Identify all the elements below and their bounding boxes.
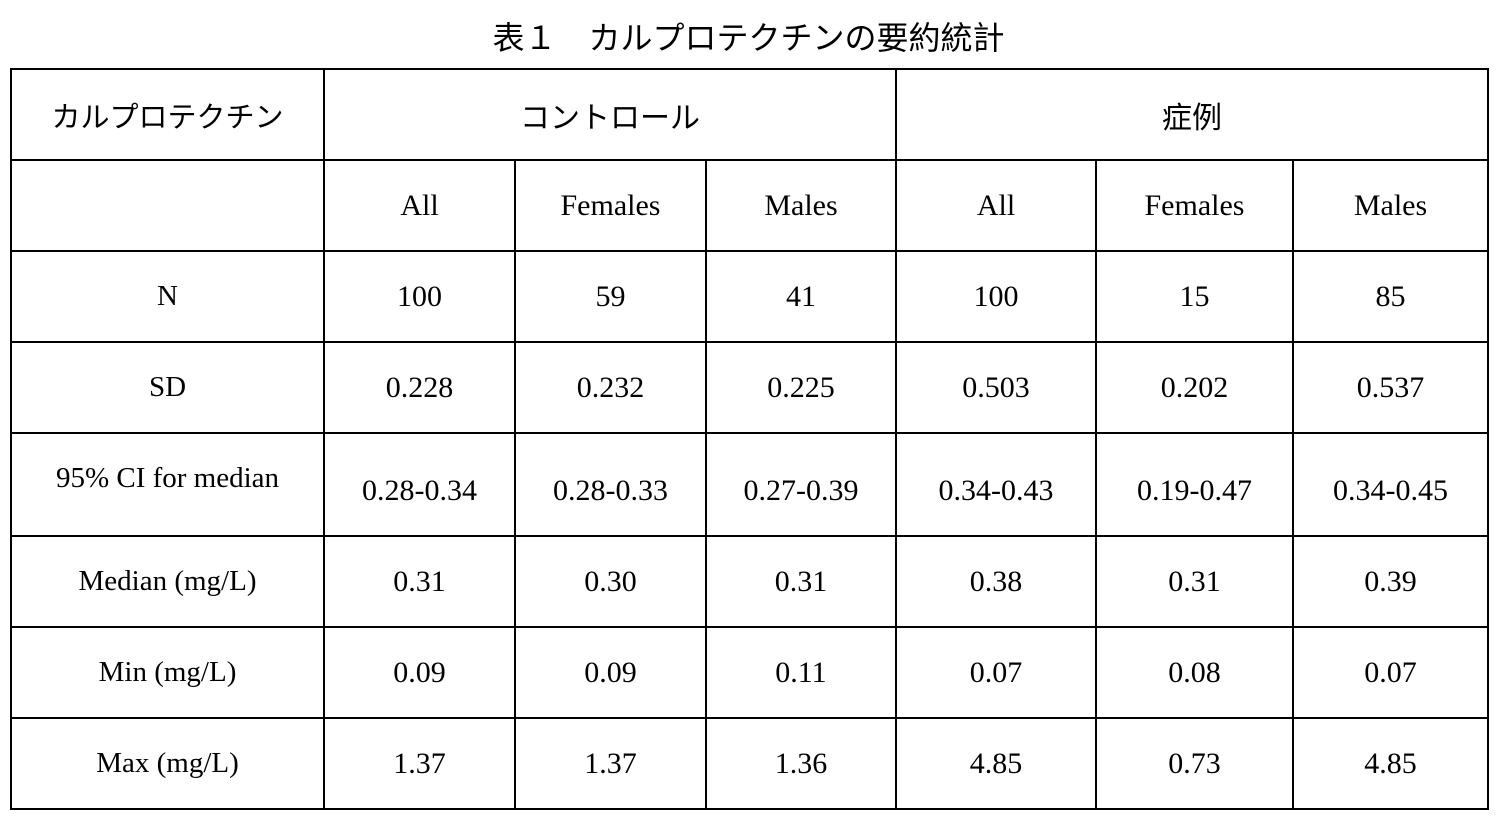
subheader: Females <box>515 160 706 251</box>
value-cell: 15 <box>1096 251 1293 342</box>
table-row: 95% CI for median0.28-0.340.28-0.330.27-… <box>11 433 1488 536</box>
value-cell: 0.232 <box>515 342 706 433</box>
value-cell: 0.09 <box>515 627 706 718</box>
row-label: N <box>11 251 324 342</box>
value-cell: 0.07 <box>1293 627 1488 718</box>
table: カルプロテクチンコントロール症例AllFemalesMalesAllFemale… <box>10 68 1489 810</box>
table-row: AllFemalesMalesAllFemalesMales <box>11 160 1488 251</box>
value-cell: 0.225 <box>706 342 896 433</box>
row-label: Min (mg/L) <box>11 627 324 718</box>
value-cell: 0.73 <box>1096 718 1293 809</box>
value-cell: 41 <box>706 251 896 342</box>
subheader: All <box>324 160 515 251</box>
value-cell: 0.38 <box>896 536 1096 627</box>
table-row: Max (mg/L)1.371.371.364.850.734.85 <box>11 718 1488 809</box>
subheader: Males <box>706 160 896 251</box>
value-cell: 0.34-0.45 <box>1293 433 1488 536</box>
row-label: Median (mg/L) <box>11 536 324 627</box>
subheader: Females <box>1096 160 1293 251</box>
value-cell: 100 <box>896 251 1096 342</box>
header-label: カルプロテクチン <box>11 69 324 160</box>
table-row: N10059411001585 <box>11 251 1488 342</box>
row-label: 95% CI for median <box>11 433 324 536</box>
value-cell: 85 <box>1293 251 1488 342</box>
value-cell: 0.30 <box>515 536 706 627</box>
subheader: Males <box>1293 160 1488 251</box>
value-cell: 0.31 <box>1096 536 1293 627</box>
value-cell: 0.28-0.34 <box>324 433 515 536</box>
table-title: 表１ カルプロテクチンの要約統計 <box>0 14 1497 62</box>
group-header: 症例 <box>896 69 1488 160</box>
value-cell: 0.202 <box>1096 342 1293 433</box>
table-row: カルプロテクチンコントロール症例 <box>11 69 1488 160</box>
value-cell: 0.31 <box>706 536 896 627</box>
value-cell: 0.08 <box>1096 627 1293 718</box>
value-cell: 100 <box>324 251 515 342</box>
value-cell: 0.537 <box>1293 342 1488 433</box>
value-cell: 0.09 <box>324 627 515 718</box>
page: {"title": "表１ カルプロテクチンの要約統計", "table": {… <box>0 0 1497 824</box>
table-row: Min (mg/L)0.090.090.110.070.080.07 <box>11 627 1488 718</box>
value-cell: 0.11 <box>706 627 896 718</box>
value-cell: 0.34-0.43 <box>896 433 1096 536</box>
value-cell: 1.36 <box>706 718 896 809</box>
value-cell: 4.85 <box>896 718 1096 809</box>
value-cell: 0.27-0.39 <box>706 433 896 536</box>
group-header: コントロール <box>324 69 896 160</box>
subheader: All <box>896 160 1096 251</box>
value-cell: 0.28-0.33 <box>515 433 706 536</box>
empty-cell <box>11 160 324 251</box>
value-cell: 59 <box>515 251 706 342</box>
table-row: SD0.2280.2320.2250.5030.2020.537 <box>11 342 1488 433</box>
value-cell: 4.85 <box>1293 718 1488 809</box>
row-label: SD <box>11 342 324 433</box>
value-cell: 1.37 <box>515 718 706 809</box>
row-label: Max (mg/L) <box>11 718 324 809</box>
value-cell: 0.39 <box>1293 536 1488 627</box>
table-row: Median (mg/L)0.310.300.310.380.310.39 <box>11 536 1488 627</box>
value-cell: 0.228 <box>324 342 515 433</box>
value-cell: 1.37 <box>324 718 515 809</box>
value-cell: 0.503 <box>896 342 1096 433</box>
value-cell: 0.19-0.47 <box>1096 433 1293 536</box>
value-cell: 0.07 <box>896 627 1096 718</box>
value-cell: 0.31 <box>324 536 515 627</box>
